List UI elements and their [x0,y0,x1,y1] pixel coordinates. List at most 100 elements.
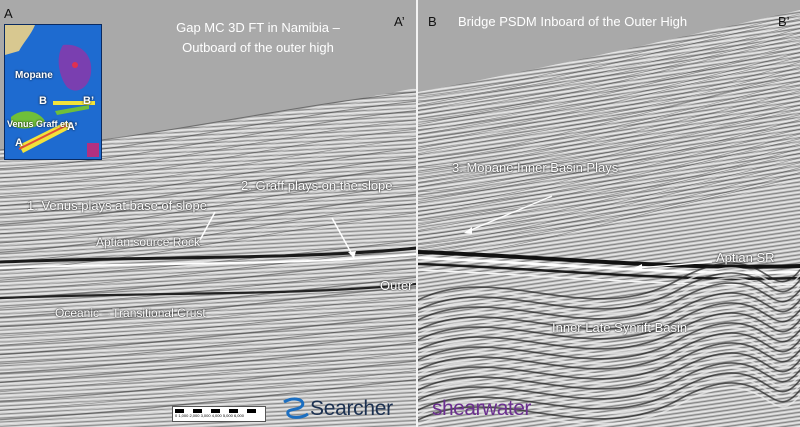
seismic-reflector [0,357,416,399]
seismic-reflector [0,110,416,170]
seismic-reflector [0,332,416,374]
seismic-reflector [0,289,416,331]
inset-label-a: A [15,137,23,149]
synrift-reflector [418,327,800,366]
synrift-reflector [418,377,800,416]
inset-label-b: B [39,95,47,107]
seismic-reflector [418,13,800,97]
seismic-reflector [0,116,416,176]
seismic-reflector [418,18,800,102]
seismic-reflector [418,90,800,174]
label-oceanic-crust: Oceanic – Transitional Crust [55,306,206,320]
seismic-reflector [418,20,800,104]
seismic-reflector [0,128,416,188]
seismic-reflector [418,167,800,250]
seismic-reflector [418,49,800,133]
synrift-reflector [418,312,800,351]
seismic-reflector [0,258,416,300]
searcher-logo-text: Searcher [310,397,393,420]
scale-bar-values: 0 1,000 2,000 3,000 4,000 5,000 6,000 [175,413,244,418]
inset-line-a-red [18,124,68,150]
synrift-reflector [418,317,800,356]
seismic-reflector [0,317,416,358]
seismic-reflector [418,102,800,186]
seismic-reflector [0,379,416,421]
inset-block-green [11,111,45,129]
seismic-reflector [418,148,800,231]
seismic-reflector [418,76,800,159]
seismic-reflector [418,73,800,157]
arrow-aptian-sr [635,261,713,269]
key-reflector [0,246,416,264]
synrift-reflector [418,372,800,411]
seismic-reflector [418,23,800,106]
key-reflector [418,250,800,269]
seismic-reflector [0,147,416,207]
seismic-reflector [418,128,800,212]
key-reflector [418,262,800,280]
seismic-reflector [418,145,800,229]
synrift-reflector [418,277,800,316]
seismic-reflector [418,30,800,114]
seismic-reflector [0,215,416,275]
inset-legend-box [87,143,99,157]
seismic-reflector [418,25,800,109]
inset-block-marker [72,62,78,68]
label-aptian-source-rock: Aptian source Rock [96,235,201,249]
seismic-reflector [0,323,416,365]
synrift-reflector [418,302,800,341]
shearwater-logo: shearwater [432,397,531,420]
seismic-reflector [418,97,800,181]
seismic-reflector [0,153,416,213]
seismic-reflector [0,144,416,203]
seismic-reflector [0,301,416,343]
seismic-reflector [418,162,800,246]
seismic-reflector [0,339,416,380]
synrift-reflector [418,307,800,346]
synrift-reflector [418,272,800,311]
arrow-mopane-head [464,227,472,234]
seismic-reflector [418,112,800,195]
seismic-reflector [0,159,416,219]
seismic-reflector [0,125,416,185]
inset-line-b [53,101,95,105]
seismic-section-right [418,0,800,427]
seismic-reflector [418,40,800,123]
seismic-reflector [0,113,416,172]
seismic-reflector [0,135,416,194]
seismic-reflector [0,169,416,228]
seismic-reflector [418,174,800,258]
synrift-reflector [418,367,800,406]
key-reflector [418,256,800,274]
seismic-reflector [0,119,416,179]
seismic-reflector [0,264,416,306]
seismic-panel-left: A A’ Gap MC 3D FT in Namibia – Outboard … [0,0,416,427]
seismic-reflector [0,304,416,346]
seismic-reflector [0,236,416,278]
seismic-reflector [0,132,416,191]
synrift-reflector [418,347,800,386]
seismic-reflector [0,286,416,328]
seismic-reflector [418,119,800,202]
synrift-reflector [418,322,800,361]
seismic-reflector [418,56,800,140]
seismic-reflector [0,308,416,349]
scale-bar-ticks [175,409,263,413]
seismic-reflector [418,68,800,152]
seismic-reflector [0,351,416,393]
label-inner-synrift-basin: Inner Late Synrift Basin [552,320,688,335]
seismic-reflector [0,138,416,197]
seismic-reflector [0,336,416,377]
seismic-reflector [0,311,416,352]
seismic-reflector [418,126,800,210]
seismic-reflector [0,172,416,231]
seismic-reflector [0,163,416,222]
seismic-reflector [418,116,800,200]
seismic-reflector [0,280,416,321]
seismic-reflector [0,298,416,340]
seismic-reflector [0,345,416,386]
seismic-reflector [418,59,800,142]
seismic-reflector [418,107,800,190]
seismic-reflector [0,295,416,337]
label-aptian-sr: Aptian SR [716,250,775,265]
